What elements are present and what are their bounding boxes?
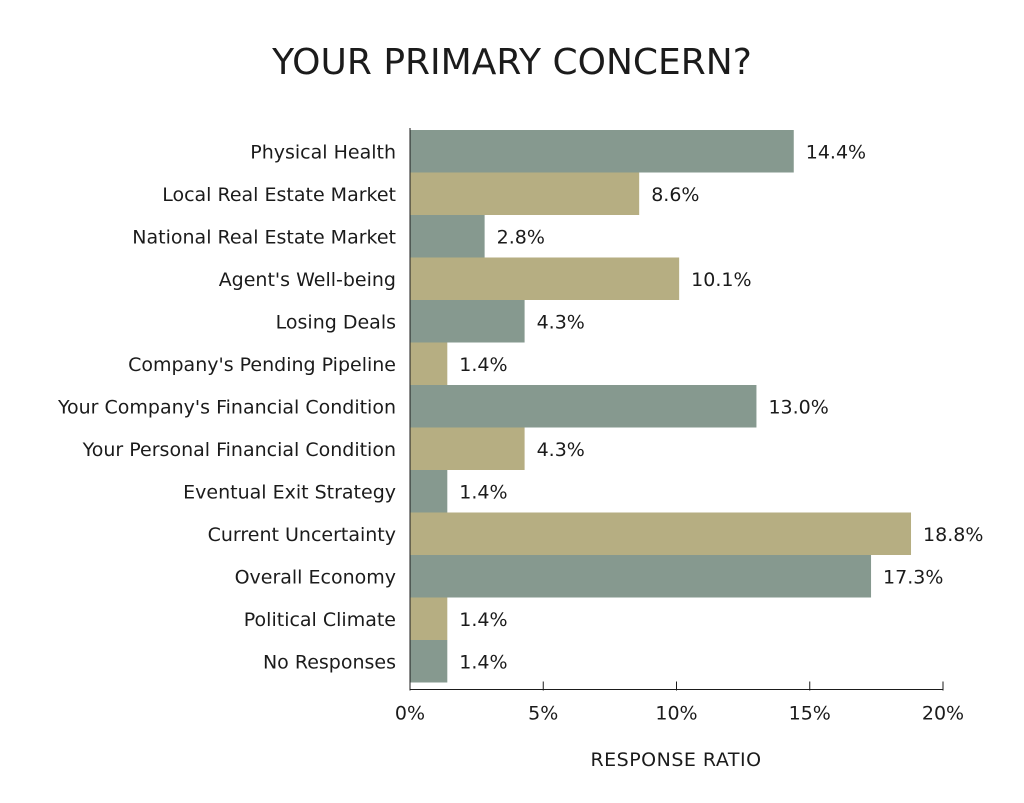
- data-label: 1.4%: [459, 481, 507, 503]
- data-label: 1.4%: [459, 651, 507, 673]
- chart-title: YOUR PRIMARY CONCERN?: [271, 42, 752, 83]
- bar: [410, 385, 757, 428]
- bar: [410, 470, 448, 513]
- bar: [410, 300, 525, 343]
- bar: [410, 512, 912, 555]
- x-axis-title: RESPONSE RATIO: [590, 749, 761, 771]
- category-label: Company's Pending Pipeline: [128, 354, 396, 376]
- x-tick-label: 20%: [922, 703, 964, 725]
- category-label: No Responses: [263, 651, 396, 673]
- category-label: Eventual Exit Strategy: [183, 481, 396, 503]
- category-label: Losing Deals: [276, 311, 396, 333]
- bar: [410, 640, 448, 683]
- category-label: Agent's Well-being: [219, 269, 396, 291]
- bar: [410, 257, 680, 300]
- bar: [410, 172, 640, 215]
- x-axis: 0% 5% 10% 15% 20%: [395, 128, 964, 725]
- category-label: Your Personal Financial Condition: [82, 439, 396, 461]
- data-label: 1.4%: [459, 609, 507, 631]
- bar: [410, 215, 485, 258]
- x-tick-label: 15%: [789, 703, 831, 725]
- category-label: Physical Health: [250, 141, 396, 163]
- data-label: 2.8%: [497, 226, 545, 248]
- data-label: 8.6%: [651, 184, 699, 206]
- category-label: Current Uncertainty: [208, 524, 396, 546]
- category-label: Political Climate: [244, 609, 396, 631]
- bar: [410, 555, 872, 598]
- data-label: 14.4%: [806, 141, 866, 163]
- data-label: 4.3%: [537, 439, 585, 461]
- bar: [410, 342, 448, 385]
- x-tick-label: 10%: [655, 703, 697, 725]
- data-label: 13.0%: [768, 396, 828, 418]
- data-label: 4.3%: [537, 311, 585, 333]
- category-label: National Real Estate Market: [132, 226, 396, 248]
- bar: [410, 130, 794, 173]
- data-label: 18.8%: [923, 524, 983, 546]
- category-label: Your Company's Financial Condition: [57, 396, 396, 418]
- data-label: 1.4%: [459, 354, 507, 376]
- category-label: Local Real Estate Market: [162, 184, 396, 206]
- bars-layer: Physical Health 14.4% Local Real Estate Ma…: [57, 130, 983, 683]
- x-tick-label: 5%: [528, 703, 558, 725]
- bar: [410, 597, 448, 640]
- x-tick-label: 0%: [395, 703, 425, 725]
- category-label: Overall Economy: [235, 566, 396, 588]
- data-label: 10.1%: [691, 269, 751, 291]
- data-label: 17.3%: [883, 566, 943, 588]
- bar: [410, 427, 525, 470]
